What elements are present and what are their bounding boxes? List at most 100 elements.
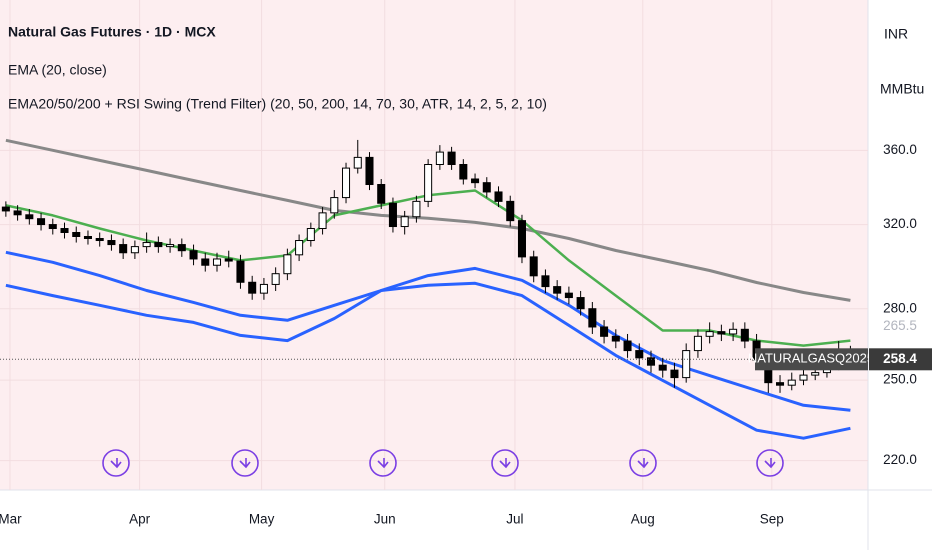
candle-body [377, 184, 386, 204]
price-badge [869, 348, 932, 371]
candle-body [553, 286, 562, 294]
candle-body [342, 167, 351, 199]
candle-body [72, 231, 81, 237]
candle-body [412, 200, 421, 218]
candle-body [107, 240, 116, 246]
candle-body [600, 326, 609, 337]
candle-body [494, 191, 503, 202]
candle-body [306, 228, 315, 242]
candle-body [48, 224, 57, 230]
indicator-label: EMA (20, close) [8, 62, 107, 78]
grid [0, 0, 868, 490]
axes: 220.0 250.0 280.0 320.0 360.0 Mar Apr May Jun Jul… [0, 142, 932, 527]
candle-body [611, 335, 620, 342]
candle-body [811, 372, 820, 376]
x-tick-label: May [249, 512, 275, 527]
candle-body [271, 273, 280, 285]
candle-body [717, 331, 726, 335]
event-icons [102, 449, 784, 477]
candle-body [166, 244, 175, 248]
candle-body [588, 308, 597, 328]
candle-body [693, 335, 702, 352]
ema-line [5, 250, 851, 412]
candle-body [459, 164, 468, 180]
candle-body [189, 250, 198, 260]
candle-body [95, 238, 104, 242]
candle-body [365, 156, 374, 186]
x-tick-label: Jul [506, 512, 523, 527]
candle-body [201, 258, 210, 266]
candle-body [576, 297, 585, 310]
candle-body [400, 216, 409, 228]
candle-body [670, 369, 679, 379]
candle-body [13, 210, 22, 216]
candle-body [740, 328, 749, 342]
candle-body [60, 228, 69, 233]
candle-body [177, 244, 186, 252]
candle-body [212, 258, 222, 266]
x-tick-label: Apr [129, 512, 151, 527]
ema-line [5, 138, 851, 302]
candle-body [635, 350, 644, 359]
x-tick-label: Jun [374, 512, 396, 527]
y-tick-label: 360.0 [883, 142, 917, 157]
candle-body [529, 256, 538, 277]
candle-body [787, 379, 796, 386]
candle-body [283, 254, 292, 275]
x-tick-label: Sep [760, 512, 784, 527]
candle-body [541, 275, 550, 288]
y-tick-label: 280.0 [883, 300, 917, 315]
y-tick-label: 320.0 [883, 216, 917, 231]
candle-body [623, 340, 632, 352]
candle-body [646, 357, 656, 366]
price-badge [869, 316, 932, 337]
y-tick-label: 220.0 [883, 452, 917, 467]
price-label: 265.5 [883, 318, 917, 333]
plot-background [0, 0, 868, 490]
symbol-label: NATURALGASQ2025 [748, 351, 874, 366]
candle-body [142, 242, 151, 248]
candle-body [25, 214, 34, 220]
candle-body [83, 235, 92, 240]
candle-body [564, 292, 573, 299]
candle-body [330, 197, 339, 214]
marks: NATURALGASQ2025 [0, 138, 874, 440]
candle-body [776, 382, 785, 386]
last-price-label: 258.4 [883, 351, 917, 366]
ema-line [5, 281, 851, 440]
candle-body [130, 246, 139, 254]
currency-label: INR [884, 26, 908, 42]
candle-body [799, 374, 808, 381]
candle-body [435, 151, 444, 166]
candle-body [224, 258, 233, 262]
candle-body [447, 151, 456, 166]
candle-body [119, 244, 128, 254]
candle-body [682, 350, 691, 379]
candle-body [482, 182, 491, 193]
candle-body [154, 242, 163, 248]
candle-body [388, 202, 397, 228]
chart-title: Natural Gas Futures · 1D · MCX [8, 24, 216, 40]
y-tick-label: 250.0 [883, 372, 917, 387]
candle-body [729, 328, 738, 335]
x-tick-label: Aug [631, 512, 655, 527]
price-axis-panel [868, 0, 932, 550]
candle-body [248, 281, 257, 294]
candle-body [259, 283, 268, 294]
candle-body [236, 260, 245, 283]
candle-body [424, 164, 433, 202]
candle-body [471, 178, 480, 184]
candle-body [37, 218, 46, 226]
unit-label: MMBtu [880, 81, 924, 97]
candle-body [1, 206, 10, 212]
symbol-badge [755, 348, 868, 371]
indicator-label: EMA20/50/200 + RSI Swing (Trend Filter) … [8, 96, 547, 112]
candle-body [353, 156, 362, 169]
candle-body [658, 364, 667, 371]
candle-body [295, 240, 304, 256]
candle-body [506, 200, 515, 222]
candle-body [705, 331, 714, 337]
x-tick-label: Mar [0, 512, 22, 527]
candle-body [517, 220, 526, 258]
